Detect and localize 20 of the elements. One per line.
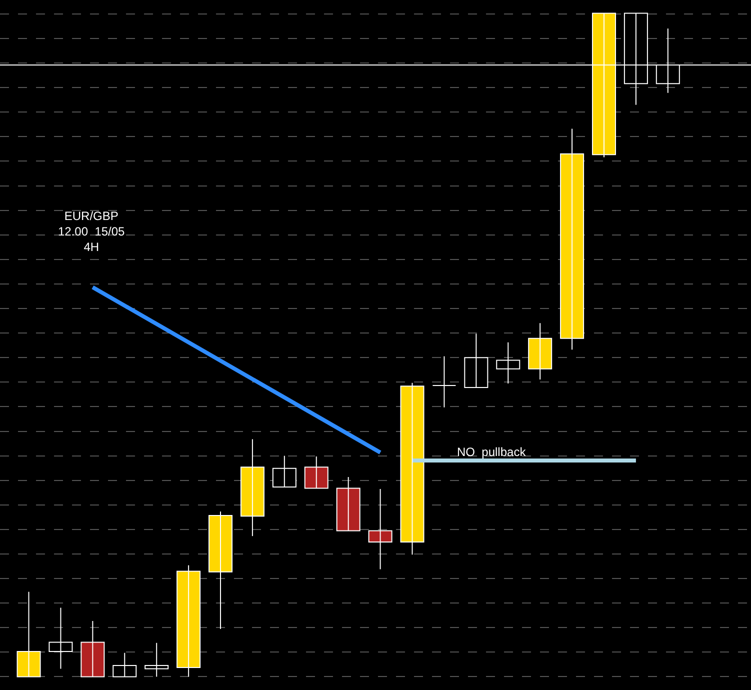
candlestick: [336, 476, 360, 532]
candlestick: [368, 488, 392, 570]
candlestick: [528, 322, 552, 380]
annotation: NO pullback: [457, 445, 527, 459]
candlestick: [144, 642, 169, 678]
candlestick: [432, 356, 456, 408]
candlestick: [304, 456, 328, 489]
candlestick: [16, 591, 41, 678]
candlestick: [176, 564, 201, 678]
candlestick: [80, 620, 105, 678]
candlestick: [48, 607, 73, 670]
candlestick: [272, 455, 296, 488]
candlestick: [464, 333, 488, 388]
candlestick: [496, 342, 520, 384]
candlestick: [560, 128, 584, 350]
candlestick: [112, 652, 137, 678]
candlestick: [400, 382, 424, 556]
annotation: EUR/GBP 12.00 15/05 4H: [58, 209, 126, 254]
candlestick: [208, 511, 233, 630]
candlestick: [240, 438, 264, 537]
